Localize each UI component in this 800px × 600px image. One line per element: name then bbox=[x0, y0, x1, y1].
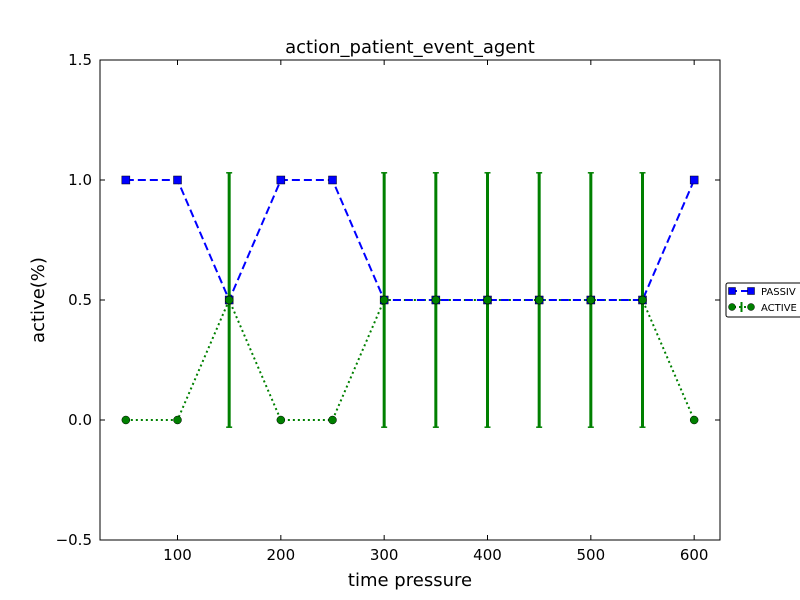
data-point-active bbox=[173, 415, 182, 425]
data-point-active bbox=[224, 295, 234, 305]
data-point-active bbox=[121, 415, 131, 425]
chart-title: action_patient_event_agent bbox=[285, 37, 535, 58]
data-marks bbox=[121, 172, 699, 428]
legend-marker-passiv bbox=[747, 287, 755, 295]
x-tick-label: 400 bbox=[473, 546, 502, 564]
legend-label-passiv: PASSIV bbox=[761, 287, 796, 298]
legend-label-active: ACTIVE bbox=[761, 303, 797, 314]
x-tick-label: 200 bbox=[267, 546, 296, 564]
y-tick-label: 1.5 bbox=[68, 51, 92, 69]
data-point-active bbox=[586, 295, 596, 305]
data-point-passiv bbox=[173, 175, 182, 185]
x-tick-label: 500 bbox=[577, 546, 606, 564]
data-point-active bbox=[431, 295, 441, 305]
data-point-active bbox=[689, 415, 699, 425]
y-tick-label: 1.0 bbox=[68, 171, 92, 189]
data-point-active bbox=[276, 415, 286, 425]
data-point-active bbox=[379, 295, 389, 305]
series-line-passiv bbox=[125, 179, 696, 303]
y-axis-label: active(%) bbox=[28, 257, 49, 343]
y-tick-label: 0.5 bbox=[68, 291, 92, 309]
data-point-passiv bbox=[328, 175, 337, 185]
data-point-active bbox=[638, 295, 647, 305]
y-tick-label: −0.5 bbox=[56, 531, 92, 549]
legend-marker-passiv bbox=[728, 287, 736, 295]
x-axis-label: time pressure bbox=[348, 570, 472, 591]
x-tick-label: 100 bbox=[163, 546, 192, 564]
data-point-passiv bbox=[276, 175, 286, 185]
x-tick-label: 300 bbox=[370, 546, 399, 564]
plot-frame bbox=[99, 59, 721, 541]
data-point-active bbox=[534, 295, 544, 305]
legend-marker-active bbox=[747, 303, 755, 311]
data-point-active bbox=[483, 295, 492, 305]
data-point-passiv bbox=[689, 175, 699, 185]
data-point-passiv bbox=[121, 175, 131, 185]
x-tick-label: 600 bbox=[680, 546, 709, 564]
legend-marker-active bbox=[728, 303, 736, 311]
legend: PASSIV ACTIVE bbox=[725, 282, 800, 318]
data-point-active bbox=[328, 415, 337, 425]
y-tick-label: 0.0 bbox=[68, 411, 92, 429]
